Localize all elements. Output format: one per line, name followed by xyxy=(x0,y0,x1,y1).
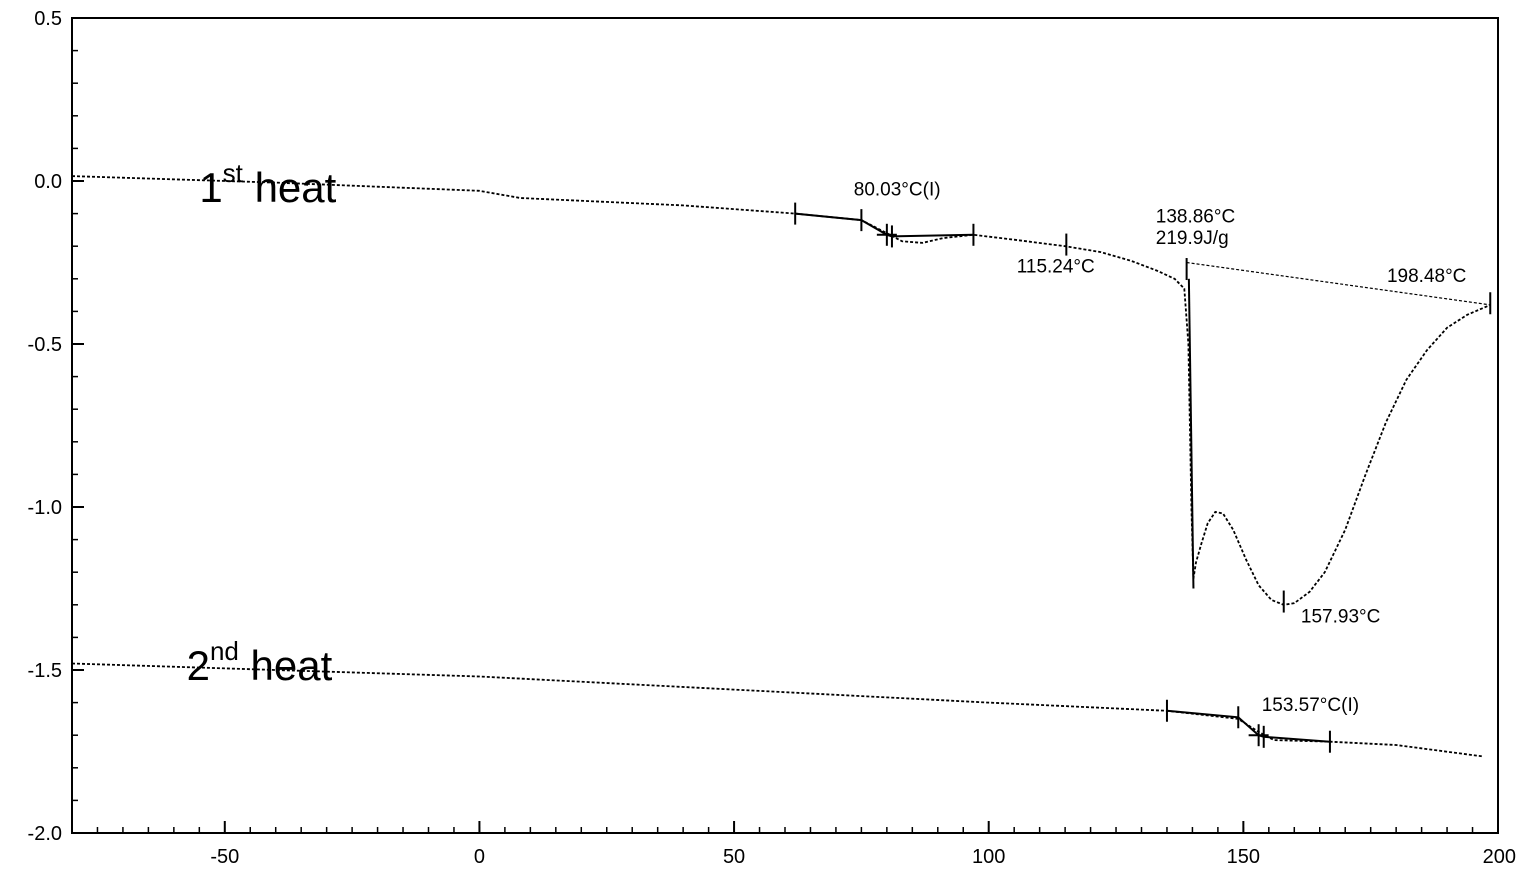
x-tick-label: 150 xyxy=(1227,846,1260,868)
curve-label: 1st heat xyxy=(199,158,336,211)
x-tick-label: -50 xyxy=(210,846,239,868)
x-tick-label: 0 xyxy=(474,846,485,868)
melt-spike xyxy=(1187,278,1195,589)
annotation-label: 80.03°C(I) xyxy=(854,180,941,201)
x-tick-label: 200 xyxy=(1483,846,1516,868)
y-tick-label: -1.5 xyxy=(28,660,62,682)
annotation-label: 198.48°C xyxy=(1387,266,1466,287)
curve-label: 2nd heat xyxy=(187,636,333,689)
marker-layer xyxy=(794,202,1492,753)
annotation-label: 115.24°C xyxy=(1017,256,1095,277)
annotation-label: 138.86°C xyxy=(1156,206,1235,227)
y-tick-label: -2.0 xyxy=(28,823,62,845)
annotation-label: 157.93°C xyxy=(1301,607,1380,628)
y-tick-label: -1.0 xyxy=(28,497,62,519)
transition-segment-1 xyxy=(795,212,974,238)
integration-baseline xyxy=(1186,261,1491,306)
x-axis: -50 0 50 100 150 200 xyxy=(71,821,1516,868)
curve-label-layer: 1st heat 2nd heat xyxy=(187,158,337,689)
y-tick-label: -0.5 xyxy=(28,334,62,356)
series-line-1 xyxy=(71,175,1491,606)
annotation-label: 219.9J/g xyxy=(1156,228,1229,249)
x-tick-label: 50 xyxy=(723,846,745,868)
y-axis: 0.5 0.0 -0.5 -1.0 -1.5 -2.0 xyxy=(28,8,84,845)
annotation-label: 153.57°C(I) xyxy=(1262,695,1359,716)
x-tick-label: 100 xyxy=(972,846,1005,868)
y-tick-label: 0.0 xyxy=(34,171,62,193)
y-tick-label: 0.5 xyxy=(34,8,62,30)
